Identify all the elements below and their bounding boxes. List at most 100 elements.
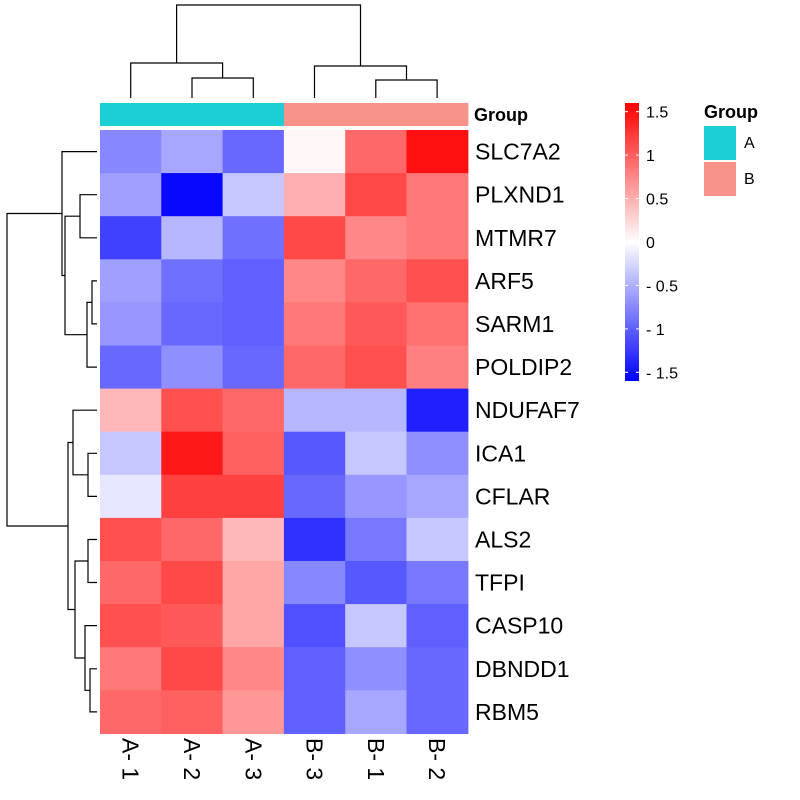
heatmap-cell	[222, 517, 285, 562]
heatmap-cell	[345, 604, 408, 648]
heatmap-cell	[406, 259, 469, 303]
row-label: RBM5	[475, 699, 539, 725]
row-label: SARM1	[475, 311, 554, 337]
row-dendrogram	[6, 151, 97, 713]
color-scale-tick-label: - 1.5	[646, 365, 678, 382]
heatmap-cell	[345, 561, 408, 605]
heatmap-cell	[345, 302, 408, 347]
heatmap-cell	[161, 517, 224, 562]
row-dendrogram-link	[79, 194, 97, 239]
column-label: B- 3	[302, 738, 328, 780]
heatmap-cell	[222, 388, 285, 433]
heatmap-cell	[222, 647, 285, 691]
row-label: ICA1	[475, 440, 526, 466]
heatmap-cell	[283, 388, 346, 433]
heatmap-cells	[100, 130, 469, 734]
heatmap-cell	[283, 647, 346, 691]
column-dendrogram-link	[313, 65, 408, 98]
heatmap-cell	[406, 431, 469, 476]
row-dendrogram-link	[87, 538, 97, 584]
group-annotation-bar	[100, 103, 469, 126]
row-label: ARF5	[475, 268, 534, 294]
heatmap-cell	[283, 690, 346, 734]
row-dendrogram-link	[64, 215, 87, 336]
row-dendrogram-link	[91, 280, 97, 325]
heatmap-cell	[283, 604, 346, 648]
heatmap-cell	[406, 604, 469, 648]
color-scale-bar	[625, 103, 639, 381]
column-dendrogram	[130, 4, 438, 98]
heatmap-cell	[161, 259, 224, 303]
heatmap-cell	[100, 259, 162, 303]
heatmap-cell	[100, 647, 162, 691]
group-annotation-cell	[222, 103, 285, 126]
group-annotation-cell	[100, 103, 162, 126]
heatmap-cell	[222, 690, 285, 734]
heatmap-cell	[283, 173, 346, 217]
heatmap-cell	[283, 474, 346, 519]
column-label: A- 2	[179, 738, 205, 780]
row-label: CFLAR	[475, 483, 550, 509]
color-scale-tick-label: 1.5	[646, 105, 668, 122]
group-annotation-label: Group	[474, 105, 528, 125]
heatmap-cell	[283, 259, 346, 303]
column-dendrogram-link	[176, 4, 362, 66]
row-label: ALS2	[475, 527, 531, 553]
heatmap-cell	[406, 561, 469, 605]
heatmap-cell	[283, 302, 346, 347]
row-dendrogram-link	[87, 452, 97, 497]
group-annotation-cell	[345, 103, 408, 126]
column-label: A- 1	[118, 738, 144, 780]
heatmap-cell	[222, 345, 285, 390]
heatmap-cell	[283, 517, 346, 562]
heatmap-cell	[100, 517, 162, 562]
heatmap-cell	[222, 259, 285, 303]
heatmap-cell	[100, 216, 162, 260]
group-annotation-cell	[161, 103, 224, 126]
heatmap-cell	[222, 474, 285, 519]
group-annotation-cell	[283, 103, 346, 126]
heatmap-cell	[161, 690, 224, 734]
heatmap-cell	[406, 517, 469, 562]
column-labels: A- 1 A- 2 A- 3 B- 3 B- 1 B- 2	[118, 738, 450, 780]
heatmap-cell	[161, 647, 224, 691]
color-scale-tick-label: 1	[646, 148, 655, 165]
heatmap-cell	[222, 431, 285, 476]
column-dendrogram-link	[375, 79, 438, 98]
row-dendrogram-link	[74, 560, 88, 659]
heatmap-cell	[100, 302, 162, 347]
heatmap-cell	[222, 173, 285, 217]
row-labels: SLC7A2 PLXND1 MTMR7 ARF5 SARM1 POLDIP2 NDUFAF7…	[475, 139, 580, 725]
group-legend: Group A B	[704, 102, 758, 196]
heatmap-cell	[345, 130, 408, 174]
heatmap-cell	[161, 216, 224, 260]
heatmap-cell	[283, 561, 346, 605]
heatmap-cell	[345, 173, 408, 217]
group-legend-label: B	[744, 171, 755, 188]
row-dendrogram-link	[84, 625, 97, 691]
heatmap-cell	[406, 474, 469, 519]
row-dendrogram-link	[89, 668, 97, 713]
row-label: SLC7A2	[475, 139, 561, 165]
heatmap-cell	[100, 345, 162, 390]
heatmap-cell	[161, 388, 224, 433]
row-dendrogram-link	[72, 409, 97, 476]
color-scale-tick-label: 0	[646, 235, 655, 252]
heatmap-cell	[406, 345, 469, 390]
heatmap-cell	[222, 604, 285, 648]
heatmap-cell	[161, 173, 224, 217]
heatmap-cell	[345, 690, 408, 734]
heatmap-cell	[345, 431, 408, 476]
row-label: TFPI	[475, 570, 525, 596]
color-scale-tick-label: - 0.5	[646, 278, 678, 295]
heatmap-cell	[161, 345, 224, 390]
group-annotation-cell	[406, 103, 469, 126]
heatmap-cell	[100, 474, 162, 519]
heatmap-cell	[161, 604, 224, 648]
heatmap-cell	[283, 345, 346, 390]
heatmap-cell	[161, 561, 224, 605]
heatmap-cell	[406, 690, 469, 734]
heatmap-cell	[222, 130, 285, 174]
